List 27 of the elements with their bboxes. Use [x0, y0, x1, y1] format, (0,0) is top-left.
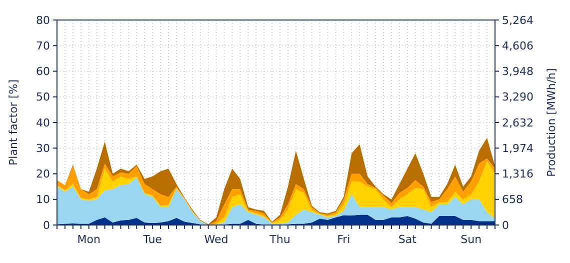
x-tick-label: Sun [460, 233, 482, 246]
y2-tick-label: 2,632 [502, 116, 534, 130]
y-tick-label: 0 [43, 218, 50, 232]
y-tick-label: 80 [36, 14, 50, 27]
y-tick-label: 60 [36, 65, 50, 78]
y2-tick-label: 658 [502, 193, 523, 206]
y2-axis-title: Production [MWh/h] [545, 68, 558, 177]
x-tick-label: Thu [268, 233, 290, 246]
x-tick-label: Tue [142, 233, 162, 246]
x-tick-label: Wed [204, 233, 228, 246]
y-tick-label: 20 [36, 168, 50, 181]
y-tick-label: 30 [36, 142, 50, 155]
y2-tick-label: 3,290 [502, 90, 534, 104]
x-tick-label: Sat [398, 233, 418, 246]
y2-tick-label: 0 [502, 218, 509, 232]
y-tick-label: 50 [36, 90, 50, 104]
y2-tick-label: 1,974 [502, 142, 534, 155]
y-tick-label: 40 [36, 116, 50, 130]
y-tick-label: 10 [36, 193, 50, 206]
y2-tick-label: 3,948 [502, 65, 534, 78]
x-tick-label: Mon [77, 233, 100, 246]
y2-tick-label: 1,316 [502, 168, 534, 181]
y-tick-label: 70 [36, 39, 50, 52]
y-axis-title: Plant factor [%] [7, 80, 20, 166]
y2-tick-label: 4,606 [502, 39, 534, 52]
y2-tick-label: 5,264 [502, 14, 534, 27]
x-tick-label: Fri [337, 233, 350, 246]
